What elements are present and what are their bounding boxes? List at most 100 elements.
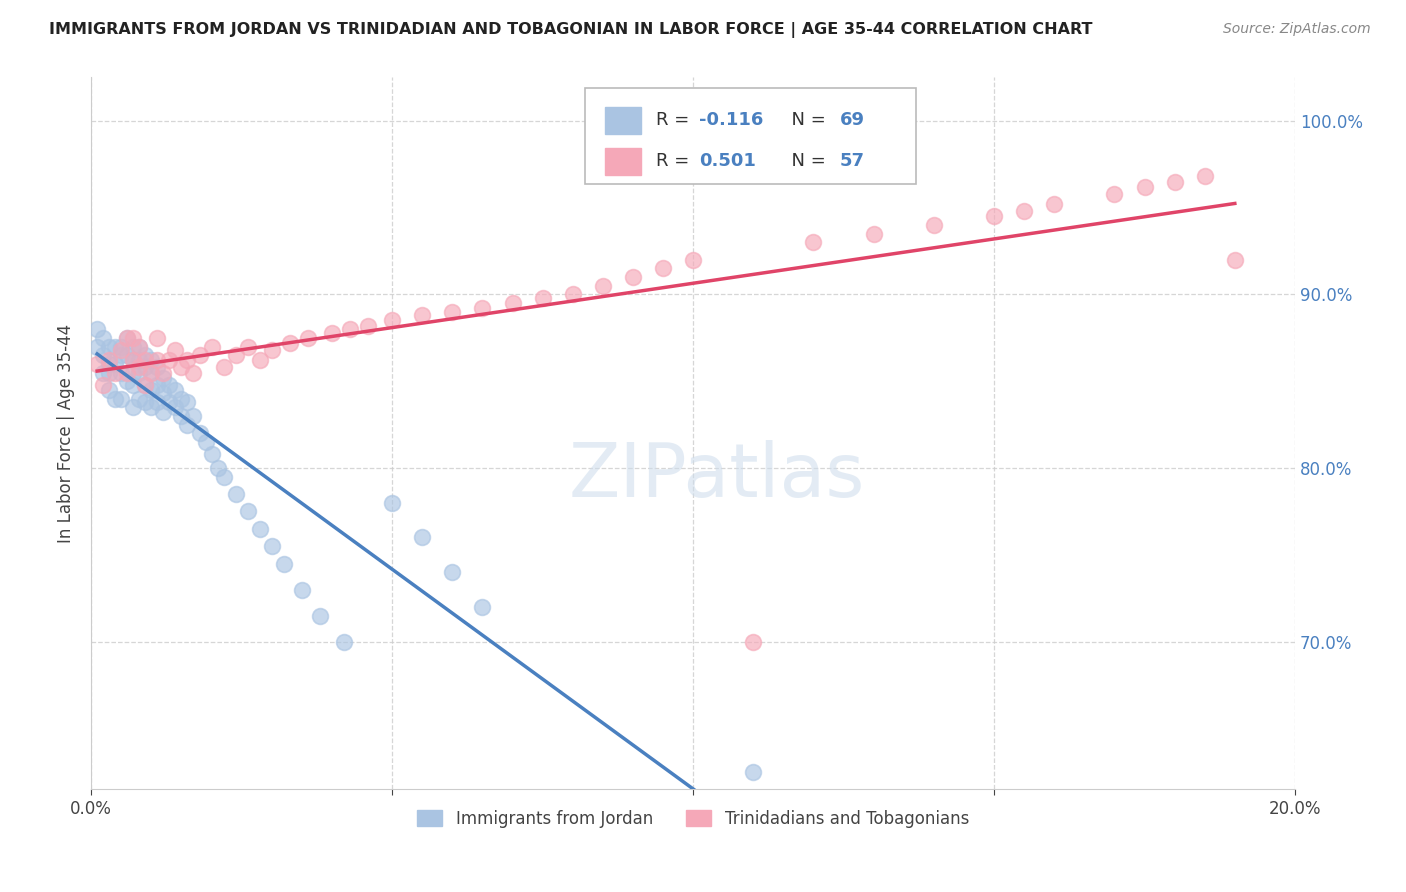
Point: [86, 357, 108, 371]
Bar: [605, 107, 641, 134]
Point: [471, 599, 494, 614]
Point: [333, 634, 356, 648]
Point: [141, 366, 163, 380]
Point: [742, 634, 765, 648]
Point: [157, 395, 180, 409]
Point: [146, 377, 169, 392]
Point: [1163, 175, 1185, 189]
Point: [170, 360, 193, 375]
Point: [441, 305, 464, 319]
Text: 69: 69: [839, 112, 865, 129]
Point: [91, 366, 114, 380]
Point: [183, 409, 205, 423]
Point: [128, 366, 150, 380]
Point: [170, 409, 193, 423]
Legend: Immigrants from Jordan, Trinidadians and Tobagonians: Immigrants from Jordan, Trinidadians and…: [411, 803, 976, 834]
Bar: [605, 147, 641, 175]
Point: [321, 326, 343, 340]
Point: [128, 339, 150, 353]
Point: [441, 565, 464, 579]
Point: [157, 353, 180, 368]
Text: R =: R =: [655, 152, 695, 170]
Point: [122, 377, 145, 392]
Point: [134, 360, 156, 375]
Point: [200, 447, 222, 461]
Point: [104, 392, 127, 406]
Point: [742, 764, 765, 779]
Point: [146, 360, 169, 375]
Point: [98, 357, 121, 371]
Point: [98, 366, 121, 380]
Point: [141, 366, 163, 380]
Point: [922, 218, 945, 232]
Point: [1194, 169, 1216, 184]
Point: [122, 353, 145, 368]
Point: [165, 383, 187, 397]
Point: [1043, 197, 1066, 211]
Point: [652, 261, 675, 276]
FancyBboxPatch shape: [585, 88, 915, 185]
Point: [86, 339, 108, 353]
Point: [411, 531, 433, 545]
Point: [128, 392, 150, 406]
Point: [188, 348, 211, 362]
Point: [134, 353, 156, 368]
Point: [212, 360, 235, 375]
Y-axis label: In Labor Force | Age 35-44: In Labor Force | Age 35-44: [58, 324, 75, 543]
Point: [225, 348, 247, 362]
Point: [152, 386, 174, 401]
Point: [260, 539, 283, 553]
Point: [146, 353, 169, 368]
Point: [152, 366, 174, 380]
Point: [104, 366, 127, 380]
Point: [98, 339, 121, 353]
Point: [91, 377, 114, 392]
Point: [502, 296, 524, 310]
Text: Source: ZipAtlas.com: Source: ZipAtlas.com: [1223, 22, 1371, 37]
Point: [91, 348, 114, 362]
Point: [682, 252, 704, 267]
Point: [381, 313, 404, 327]
Text: R =: R =: [655, 112, 695, 129]
Point: [188, 426, 211, 441]
Point: [471, 301, 494, 316]
Point: [98, 353, 121, 368]
Text: 0.501: 0.501: [699, 152, 756, 170]
Point: [200, 339, 222, 353]
Point: [291, 582, 314, 597]
Point: [273, 557, 295, 571]
Point: [249, 522, 271, 536]
Point: [110, 392, 132, 406]
Point: [862, 227, 884, 241]
Point: [260, 343, 283, 357]
Point: [134, 348, 156, 362]
Point: [165, 401, 187, 415]
Text: ZIPatlas: ZIPatlas: [569, 440, 865, 513]
Point: [141, 353, 163, 368]
Point: [110, 366, 132, 380]
Point: [134, 395, 156, 409]
Point: [212, 469, 235, 483]
Point: [117, 374, 139, 388]
Text: N =: N =: [780, 112, 831, 129]
Point: [225, 487, 247, 501]
Point: [117, 331, 139, 345]
Point: [117, 331, 139, 345]
Point: [104, 339, 127, 353]
Point: [297, 331, 319, 345]
Point: [117, 348, 139, 362]
Point: [141, 401, 163, 415]
Point: [176, 353, 198, 368]
Point: [278, 336, 301, 351]
Point: [531, 291, 554, 305]
Text: -0.116: -0.116: [699, 112, 763, 129]
Point: [122, 401, 145, 415]
Point: [207, 461, 229, 475]
Point: [86, 322, 108, 336]
Point: [146, 395, 169, 409]
Point: [152, 405, 174, 419]
Point: [1104, 186, 1126, 201]
Point: [621, 270, 644, 285]
Point: [122, 353, 145, 368]
Point: [176, 417, 198, 432]
